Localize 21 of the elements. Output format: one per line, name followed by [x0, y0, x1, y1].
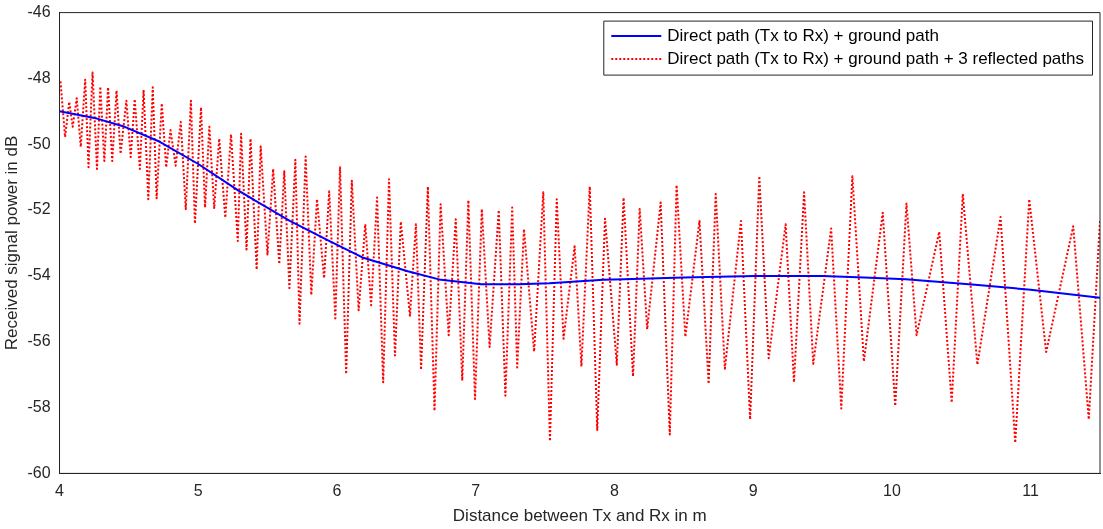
y-tick-label: -60 — [27, 463, 51, 481]
y-axis-title: Received signal power in dB — [1, 135, 21, 351]
x-tick-label: 10 — [883, 482, 901, 500]
y-tick-label: -52 — [27, 200, 51, 218]
y-tick-label: -48 — [27, 68, 51, 86]
x-tick-label: 6 — [332, 482, 342, 500]
x-tick-label: 5 — [193, 482, 203, 500]
legend-label: Direct path (Tx to Rx) + ground path — [667, 25, 939, 45]
x-tick-label: 11 — [1022, 482, 1040, 500]
x-tick-label: 4 — [55, 482, 65, 500]
legend-label: Direct path (Tx to Rx) + ground path + 3 reflected paths — [667, 48, 1084, 68]
line-series — [59, 71, 1100, 444]
x-tick-label: 9 — [748, 482, 758, 500]
x-axis-title: Distance between Tx and Rx in m — [452, 506, 707, 526]
x-tick-label: 8 — [609, 482, 619, 500]
y-tick-label: -50 — [27, 134, 51, 152]
y-tick-label: -56 — [27, 332, 51, 350]
y-tick-label: -46 — [27, 3, 51, 21]
y-tick-label: -58 — [27, 397, 51, 415]
y-tick-label: -54 — [27, 266, 51, 284]
x-tick-label: 7 — [471, 482, 481, 500]
